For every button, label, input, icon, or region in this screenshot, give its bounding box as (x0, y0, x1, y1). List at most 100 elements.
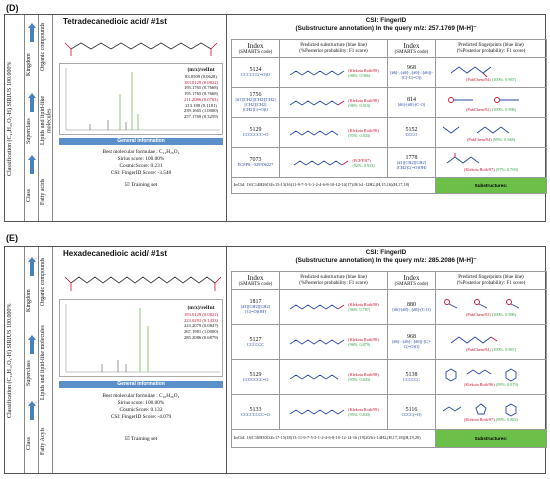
table-row: 5124 CCCCCC(=O)O (Klekota Roth/89) (96%: 0… (231, 57, 547, 88)
fingerid-score: CSI: FingerID Score: -3.548 (110, 170, 172, 177)
classification-label: Classification (C₁₆H₃₀O₄-H) SIRIUS 100.0… (7, 303, 13, 419)
mz-row: 211.2086 (0.0763) (184, 96, 218, 102)
col-pred-fp: Predicted fingerprints (blue line) (%Post… (435, 39, 547, 58)
rank-arrows: Kingdom Superclass Class (25, 15, 39, 221)
fingerid-score: CSI: FingerID Score: -4.079 (110, 414, 172, 421)
compound-info: Tetradecanedioic acid/ #1st (m/z)/relInt… (53, 15, 227, 221)
rank-value-superclass: Lipids and lipid-like molecules (40, 96, 53, 146)
best-formula: Best molecular formulae : C₁₄H₂₆O₄ (102, 149, 180, 155)
arrow-up-icon (28, 23, 36, 42)
panel-letter-d: (D) (6, 3, 19, 13)
csi-subtitle: (Substructure annotation) In the query m… (295, 25, 477, 33)
rank-arrows: Kingdom Superclass Class (25, 247, 39, 473)
mz-row: 223.0293 (0.1433) (183, 317, 219, 323)
training-set: ☑ Training set (124, 181, 158, 188)
inchi-string: InChI: 1S/C14H26O4/c15-13(16)11-9-7-5-3-… (231, 177, 436, 194)
rank-kingdom: Kingdom (26, 53, 32, 77)
substructure-table: Index (SMARTS code) Predicted substructur… (231, 39, 547, 194)
panel-letter-e: (E) (6, 233, 18, 243)
ms2-spectrum (59, 63, 223, 135)
mz-row: 239.1665 (1.0000) (183, 108, 219, 114)
substructures-label: Substructures: (435, 429, 547, 448)
col-index: Index (SMARTS code) (231, 39, 280, 58)
inchi-string: InChI: 1S/C16H30O4/c17-15(18)13-11-9-7-5… (231, 429, 436, 448)
substructure-drawing (294, 160, 349, 165)
table-row: 1756 [#1][CH2][CH2][CH2][CH2][CH2][CH2]C(… (231, 87, 547, 118)
panel-d: Classification (C₁₄H₂₆O₄-H) SIRIUS 100.0… (4, 14, 547, 222)
table-row: 5127 CCCCCC (Klekota Roth/98) (96%: 0.879)… (231, 324, 547, 360)
table-row: 7073 ECFP6: -329506227 (ECFP/87) (92%: 0.9… (231, 147, 547, 178)
substructure-drawing (289, 130, 339, 135)
table-row: 1817 [#1][CH2][CH2][C(=O)OH] (Klekota Rot… (231, 289, 547, 325)
csi-title: CSI: FingerID (365, 17, 407, 24)
compound-title: Tetradecanedioic acid/ #1st (63, 17, 167, 26)
fingerprint-drawing (450, 336, 498, 344)
mz-row: 257.1769 (0.3259) (183, 114, 219, 120)
cosmic-score: CosmicScore: 0.132 (119, 407, 163, 414)
rank-superclass: Superclass (26, 360, 32, 386)
table-row: InChI: 1S/C14H26O4/c15-13(16)11-9-7-5-3-… (231, 177, 547, 194)
structure-drawing (64, 42, 218, 56)
mz-row: 195.1765 (0.7668) (183, 91, 219, 97)
substructure-drawing (289, 70, 345, 75)
classification-column: Classification (C₁₆H₃₀O₄-H) SIRIUS 100.0… (5, 247, 25, 473)
rank-value-superclass: Lipids and lipid-like molecules (40, 325, 46, 401)
panel-e: Classification (C₁₆H₃₀O₄-H) SIRIUS 100.0… (4, 246, 547, 474)
arrow-up-icon (28, 257, 36, 276)
substructure-drawing (289, 374, 339, 380)
mz-row: 183.0129 (0.0822) (183, 79, 219, 85)
rank-value-kingdom: Organic compounds (40, 257, 46, 307)
classification-label: Classification (C₁₄H₂₆O₄-H) SIRIUS 100.0… (7, 61, 13, 177)
cosmic-score: CosmicScore: 0.231 (119, 163, 163, 170)
mz-header: (m/z)/relInt (187, 67, 215, 73)
csi-title: CSI: FingerID (365, 249, 407, 256)
compound-title: Hexadecanedioic acid/ #1st (63, 249, 168, 258)
substructure-table: Index (SMARTS code) Predicted substructur… (231, 271, 547, 448)
structure-drawing (64, 276, 222, 291)
fingerprint-drawing (442, 125, 510, 134)
checkbox-icon: ☑ (124, 435, 131, 442)
general-info: Best molecular formulae : C₁₄H₂₆O₄ Siriu… (59, 149, 223, 189)
compound-info: Hexadecanedioic acid/ #1st (m/z)/relInt … (53, 247, 227, 473)
fingerprint-drawing (448, 96, 519, 103)
rank-class: Class (26, 436, 32, 450)
mz-row: 285.2086 (0.6879) (183, 334, 219, 340)
mz-header: (m/z)/relInt (187, 305, 215, 311)
mz-list: (m/z)/relInt 83.0509 (0.0628) 183.0129 (… (177, 67, 225, 120)
table-row: 5129 CCCCCCC=O (Klekota Roth/98) (95%: 0.8… (231, 117, 547, 148)
table-row: 5129 CCCCCCC=O (Klekota Roth/98) (95%: 0.8… (231, 359, 547, 395)
substructure-drawing (289, 409, 345, 415)
rank-value-class: Fatty Acyls (40, 427, 46, 455)
substructure-drawing (289, 100, 345, 105)
sirius-score: Sirius score: 100.00% (117, 400, 165, 407)
mz-row: 83.0509 (0.0628) (185, 73, 217, 79)
substructure-drawing (289, 339, 345, 345)
classification-column: Classification (C₁₄H₂₆O₄-H) SIRIUS 100.0… (5, 15, 25, 221)
checkbox-icon: ☑ (124, 181, 131, 188)
mz-list: (m/z)/relInt 183.0129 (0.0822) 223.0293 … (177, 305, 225, 341)
rank-class: Class (26, 188, 32, 202)
col-pred-sub: Predicted substructure (blue line) (%Post… (279, 39, 388, 58)
rank-value-class: Fatty acids (40, 178, 46, 206)
general-info: Best molecular formulae : C₁₆H₃₀O₄ Siriu… (59, 393, 223, 443)
general-info-bar: General information (59, 381, 223, 388)
fingerprint-drawing (442, 403, 517, 417)
arrow-up-icon (28, 155, 36, 174)
csi-header: CSI: FingerID (Substructure annotation) … (227, 15, 545, 39)
rank-values: Organic compounds Lipids and lipid-like … (39, 247, 53, 473)
general-info-bar: General information (59, 138, 223, 145)
col-pred-fp: Predicted fingerprints (blue line) (%Post… (435, 271, 547, 290)
fingerprint-drawing (445, 368, 517, 382)
mz-row: 213.188 (0.1181) (185, 102, 217, 108)
rank-superclass: Superclass (26, 118, 32, 144)
sirius-score: Sirius score: 100.00% (117, 156, 165, 163)
mz-row: 183.0129 (0.0822) (183, 311, 219, 317)
col-index2: Index (SMARTS code) (387, 39, 436, 58)
substructure-drawing (289, 304, 345, 310)
arrow-up-icon (28, 335, 36, 354)
mz-row: 223.2079 (0.0847) (183, 323, 219, 329)
csi-header: CSI: FingerID (Substructure annotation) … (227, 247, 545, 271)
table-row: InChI: 1S/C16H30O4/c17-15(18)13-11-9-7-5… (231, 429, 547, 448)
rank-values: Organic compounds Lipids and lipid-like … (39, 15, 53, 221)
ms2-spectrum (59, 299, 223, 377)
